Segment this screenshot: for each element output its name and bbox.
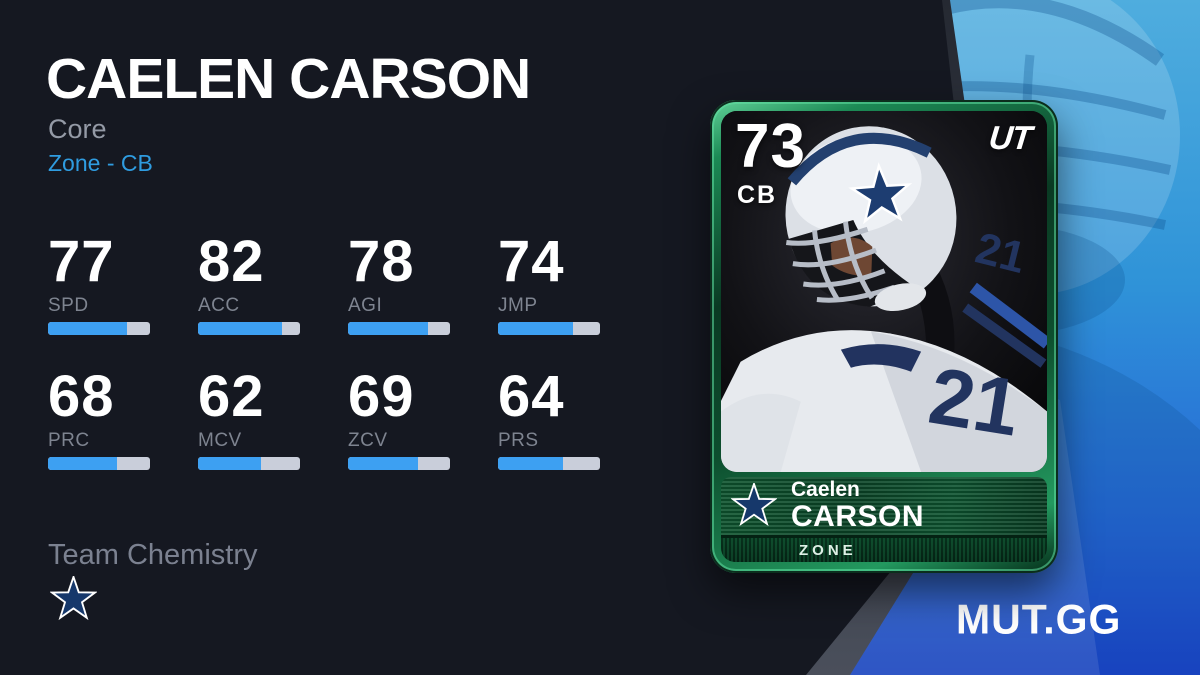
name-plate: Caelen CARSON	[721, 477, 1047, 535]
stat-bar	[348, 322, 450, 335]
player-photo-art: 21 21	[721, 111, 1047, 472]
page-title: CAELEN CARSON	[46, 47, 531, 111]
mutgg-logo: MUT.GG	[956, 595, 1122, 643]
stat-acc: 82 ACC	[198, 233, 300, 335]
stat-prs: 64 PRS	[498, 368, 600, 470]
stat-value: 82	[198, 229, 265, 294]
player-name-block: Caelen CARSON	[791, 479, 924, 533]
stat-bar	[198, 322, 300, 335]
stat-bar-fill	[348, 457, 419, 470]
stat-label: ZCV	[348, 430, 388, 451]
stat-bar	[498, 457, 600, 470]
position-label: CB	[737, 181, 778, 209]
stat-value: 74	[498, 229, 565, 294]
archetype-position-label: Zone - CB	[48, 150, 153, 176]
stat-bar-fill	[348, 322, 428, 335]
last-name: CARSON	[791, 500, 925, 534]
stat-bar	[198, 457, 300, 470]
archetype-strip: ZONE	[721, 535, 1047, 562]
stat-label: PRC	[48, 430, 90, 451]
jersey-number-large: 21	[923, 350, 1025, 453]
stat-label: JMP	[498, 295, 538, 316]
stat-spd: 77 SPD	[48, 233, 150, 335]
card-nameplate: Caelen CARSON ZONE	[721, 477, 1047, 562]
program-label: Core	[48, 114, 107, 144]
stat-value: 77	[48, 229, 115, 294]
stat-agi: 78 AGI	[348, 233, 450, 335]
stat-bar	[498, 322, 600, 335]
stat-label: AGI	[348, 295, 383, 316]
stat-label: ACC	[198, 295, 240, 316]
archetype-label: ZONE	[799, 541, 857, 559]
jersey-number-small: 21	[971, 224, 1030, 283]
stat-value: 69	[348, 364, 415, 429]
dallas-cowboys-star-icon	[50, 576, 97, 621]
ultimate-team-logo: UT	[987, 119, 1033, 156]
stat-value: 62	[198, 364, 265, 429]
stat-bar	[48, 322, 150, 335]
overall-rating: 73	[735, 112, 806, 181]
stat-value: 64	[498, 364, 565, 429]
stat-label: PRS	[498, 430, 539, 451]
stat-bar	[348, 457, 450, 470]
stat-zcv: 69 ZCV	[348, 368, 450, 470]
stat-bar-fill	[198, 457, 262, 470]
stats-grid: 77 SPD 82 ACC 78 AGI 74 JMP 68 PRC 62 MC…	[48, 233, 600, 470]
team-chemistry-title: Team Chemistry	[48, 539, 258, 571]
stat-bar	[48, 457, 150, 470]
stat-bar-fill	[498, 322, 574, 335]
stat-label: SPD	[48, 295, 89, 316]
stat-value: 78	[348, 229, 415, 294]
stat-mcv: 62 MCV	[198, 368, 300, 470]
player-card: 21 21 73 CB UT Caelen CARSON	[710, 100, 1058, 573]
player-card-inner: 21 21 73 CB UT Caelen CARSON	[721, 111, 1047, 562]
stat-bar-fill	[198, 322, 282, 335]
stat-label: MCV	[198, 430, 242, 451]
stat-jmp: 74 JMP	[498, 233, 600, 335]
dallas-cowboys-star-icon	[731, 483, 777, 527]
first-name: Caelen	[791, 478, 860, 502]
stat-bar-fill	[48, 457, 118, 470]
stat-bar-fill	[498, 457, 564, 470]
stat-value: 68	[48, 364, 115, 429]
stat-prc: 68 PRC	[48, 368, 150, 470]
stat-bar-fill	[48, 322, 127, 335]
player-photo: 21 21 73 CB UT	[721, 111, 1047, 472]
